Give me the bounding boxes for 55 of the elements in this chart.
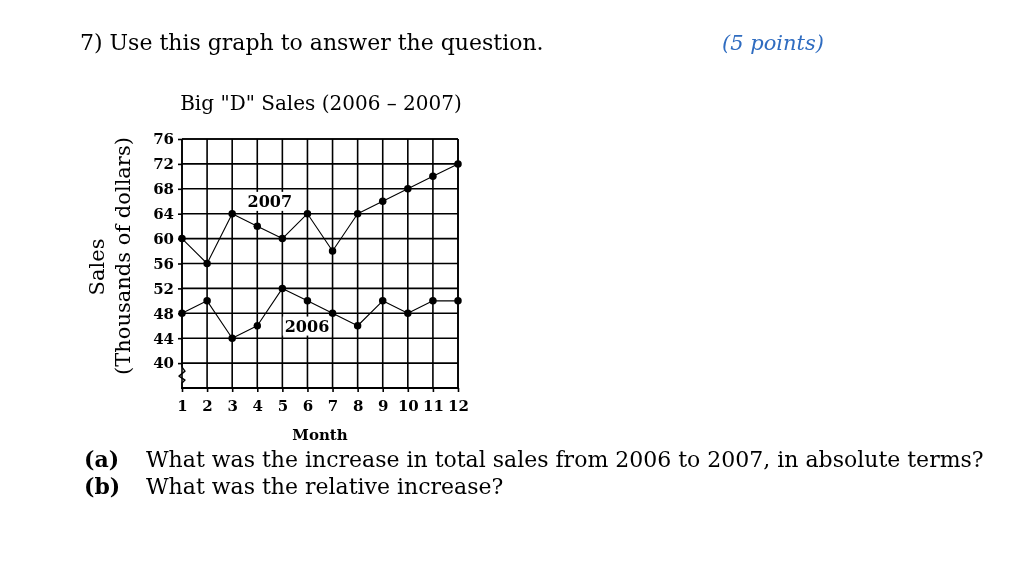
- x-tick-label: 6: [302, 396, 314, 415]
- x-tick-label: 9: [378, 396, 389, 415]
- y-tick-label: 56: [153, 254, 174, 273]
- x-tick-label: 5: [277, 396, 289, 415]
- y-tick-label: 52: [153, 279, 174, 298]
- x-tick-label: 12: [448, 396, 469, 415]
- point: [278, 234, 287, 243]
- text: (5 points): [722, 31, 824, 55]
- point: [203, 259, 211, 268]
- x-tick-label: 7: [327, 396, 339, 415]
- x-axis-title: Month: [292, 426, 348, 444]
- text: 7) Use this graph to answer the question.: [80, 30, 544, 55]
- y-tick-label: 44: [153, 329, 174, 348]
- x-tick-label: 2: [202, 396, 213, 415]
- point: [454, 160, 462, 168]
- point: [429, 297, 437, 305]
- point: [253, 322, 262, 330]
- y-tick-label: 48: [153, 304, 174, 323]
- x-tick-label: 4: [252, 396, 263, 415]
- point: [378, 197, 387, 205]
- y-tick-label: 60: [153, 229, 174, 248]
- y-tick-label: 64: [153, 205, 174, 223]
- point: [404, 309, 412, 318]
- point: [253, 222, 262, 230]
- x-tick-label: 11: [422, 396, 444, 415]
- point: [303, 297, 312, 305]
- point: [454, 297, 462, 305]
- point: [303, 209, 312, 218]
- series-label: 2007: [247, 191, 293, 211]
- point: [353, 209, 362, 218]
- point: [203, 297, 211, 305]
- x-tick-label: 8: [352, 396, 364, 415]
- y-axis-title: Sales (Thousands of dollars): [85, 137, 135, 375]
- point: [278, 284, 287, 293]
- x-tick-label: 10: [397, 396, 419, 415]
- point: [328, 247, 337, 255]
- chart-title: Big "D" Sales (2006 – 2007): [180, 91, 462, 115]
- y-tick-label: 76: [153, 130, 174, 149]
- point: [404, 185, 412, 193]
- point: [228, 209, 236, 218]
- x-tick-label: 1: [177, 396, 188, 415]
- text: (a) What was the increase in total sales from 2006 to 2007, in absolute terms?: [84, 446, 984, 472]
- y-tick-label: 72: [153, 155, 174, 174]
- series-label: 2006: [284, 316, 330, 336]
- y-tick-label: 40: [153, 354, 174, 373]
- y-tick-label: 68: [153, 180, 174, 199]
- x-tick-label: 3: [227, 396, 238, 415]
- point: [353, 322, 362, 330]
- point: [178, 234, 186, 243]
- point: [429, 172, 437, 181]
- point: [228, 334, 236, 342]
- text: (b) What was the relative increase?: [84, 473, 504, 499]
- point: [178, 309, 186, 318]
- point: [378, 297, 387, 305]
- point: [328, 309, 337, 318]
